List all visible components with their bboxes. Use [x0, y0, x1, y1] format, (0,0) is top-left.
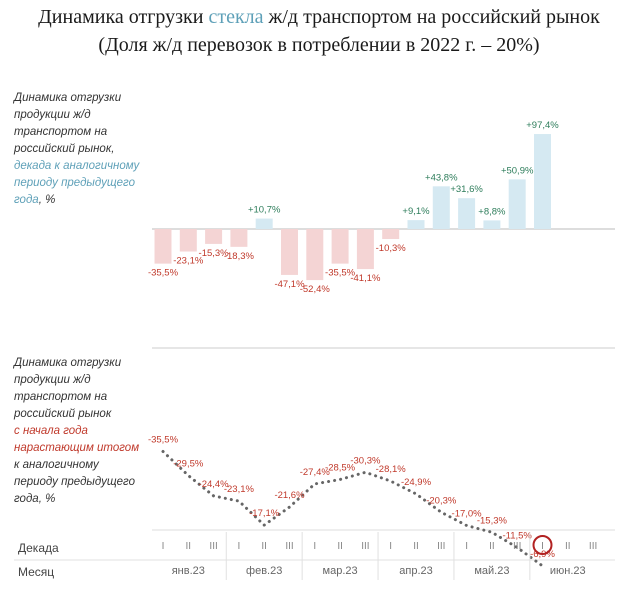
decade-tick-label: I — [465, 541, 468, 552]
month-tick-label: июн.23 — [550, 565, 586, 577]
bottom-desc-suffix: к аналогичному периоду предыдущего года,… — [14, 459, 135, 505]
bar — [281, 229, 298, 275]
bar-value-label: +50,9% — [501, 165, 534, 176]
decade-tick-label: II — [413, 541, 419, 552]
line-value-label: -17,1% — [249, 508, 280, 519]
line-value-label: -20,3% — [426, 495, 457, 506]
decade-tick-label: III — [209, 541, 217, 552]
bar — [179, 229, 197, 252]
current-decade-marker — [532, 535, 553, 555]
decade-tick-label: I — [541, 541, 544, 552]
month-tick-label: янв.23 — [172, 565, 205, 577]
top-desc-highlight: декада к аналогичному периоду предыдущег… — [14, 160, 140, 206]
decade-tick-label: III — [437, 541, 445, 552]
bar-value-label: +9,1% — [402, 206, 430, 217]
decade-tick-label: III — [285, 541, 293, 552]
top-panel-description: Динамика отгрузки продукции ж/д транспор… — [14, 90, 139, 209]
bar-value-label: -47,1% — [274, 279, 305, 290]
bar — [534, 134, 551, 229]
decade-tick-label: I — [162, 541, 165, 552]
decade-tick-label: I — [313, 541, 316, 552]
month-tick-label: апр.23 — [399, 565, 432, 577]
bar-value-label: -35,5% — [148, 268, 179, 279]
decade-tick-label: II — [186, 541, 192, 552]
bottom-desc-highlight: с начала года нарастающим итогом — [14, 425, 140, 454]
decade-tick-label: I — [389, 541, 392, 552]
decade-tick-label: II — [489, 541, 495, 552]
line-value-label: -11,5% — [502, 531, 532, 542]
bottom-panel-description: Динамика отгрузки продукции ж/д транспор… — [14, 355, 139, 508]
bar — [432, 186, 450, 229]
bar-value-label: -35,5% — [325, 268, 356, 279]
bar-value-label: +8,8% — [478, 206, 506, 217]
decade-tick-label: III — [589, 541, 597, 552]
line-value-label: -23,1% — [224, 484, 255, 495]
bar-value-label: +31,6% — [450, 184, 483, 195]
bottom-desc-plain: Динамика отгрузки продукции ж/д транспор… — [14, 357, 122, 420]
line-value-label: -30,3% — [350, 455, 381, 466]
bar — [230, 229, 248, 247]
month-tick-label: май.23 — [474, 565, 509, 577]
bar — [306, 229, 324, 281]
bar — [255, 218, 273, 229]
line-value-label: -17,0% — [452, 509, 483, 520]
bar-value-label: -23,1% — [173, 256, 204, 267]
line-value-label: -24,9% — [401, 477, 432, 488]
bar-value-label: +97,4% — [526, 120, 559, 131]
bar-value-label: +10,7% — [248, 205, 281, 216]
line-value-label: -24,4% — [199, 479, 230, 490]
line-value-label: -21,6% — [274, 490, 305, 501]
bar-value-label: -15,3% — [199, 248, 230, 259]
bar — [356, 229, 374, 270]
decade-row-label: Декада — [18, 541, 59, 555]
bar-value-label: -10,3% — [376, 243, 407, 254]
top-desc-suffix: , % — [38, 194, 56, 206]
line-value-label: -28,1% — [376, 464, 407, 475]
chart-subtitle: (Доля ж/д перевозок в потреблении в 2022… — [98, 34, 540, 56]
month-row-label: Месяц — [18, 565, 55, 579]
decade-tick-label: III — [513, 541, 521, 552]
decade-tick-label: II — [337, 541, 343, 552]
bar — [382, 229, 400, 240]
line-value-label: -35,5% — [148, 435, 179, 446]
decade-tick-label: I — [238, 541, 241, 552]
bar — [483, 220, 501, 229]
decade-tick-label: II — [565, 541, 571, 552]
bar-value-label: -52,4% — [300, 284, 331, 295]
title-highlight: стекла — [208, 6, 264, 28]
bar-value-label: +43,8% — [425, 172, 458, 183]
line-value-label: -15,3% — [477, 515, 508, 526]
title-part-2: ж/д транспортом на российский рынок — [263, 6, 600, 28]
top-desc-plain: Динамика отгрузки продукции ж/д транспор… — [14, 92, 122, 155]
bar-value-label: -41,1% — [350, 273, 381, 284]
chart-title-line1: Динамика отгрузки стекла ж/д транспортом… — [0, 6, 638, 29]
bar — [458, 198, 476, 229]
bar — [205, 229, 223, 244]
line-value-label: -29,5% — [173, 459, 204, 470]
title-part-1: Динамика отгрузки — [38, 6, 209, 28]
bar — [331, 229, 349, 264]
bar — [508, 179, 526, 229]
decade-tick-label: III — [361, 541, 369, 552]
bar-value-label: -18,3% — [224, 251, 255, 262]
month-tick-label: фев.23 — [246, 565, 282, 577]
bar — [154, 229, 172, 264]
line-value-label: -27,4% — [300, 467, 331, 478]
month-tick-label: мар.23 — [323, 565, 358, 577]
decade-tick-label: II — [261, 541, 267, 552]
line-value-label: -28,5% — [325, 463, 356, 474]
cumulative-line — [161, 450, 544, 568]
bar — [407, 220, 425, 229]
